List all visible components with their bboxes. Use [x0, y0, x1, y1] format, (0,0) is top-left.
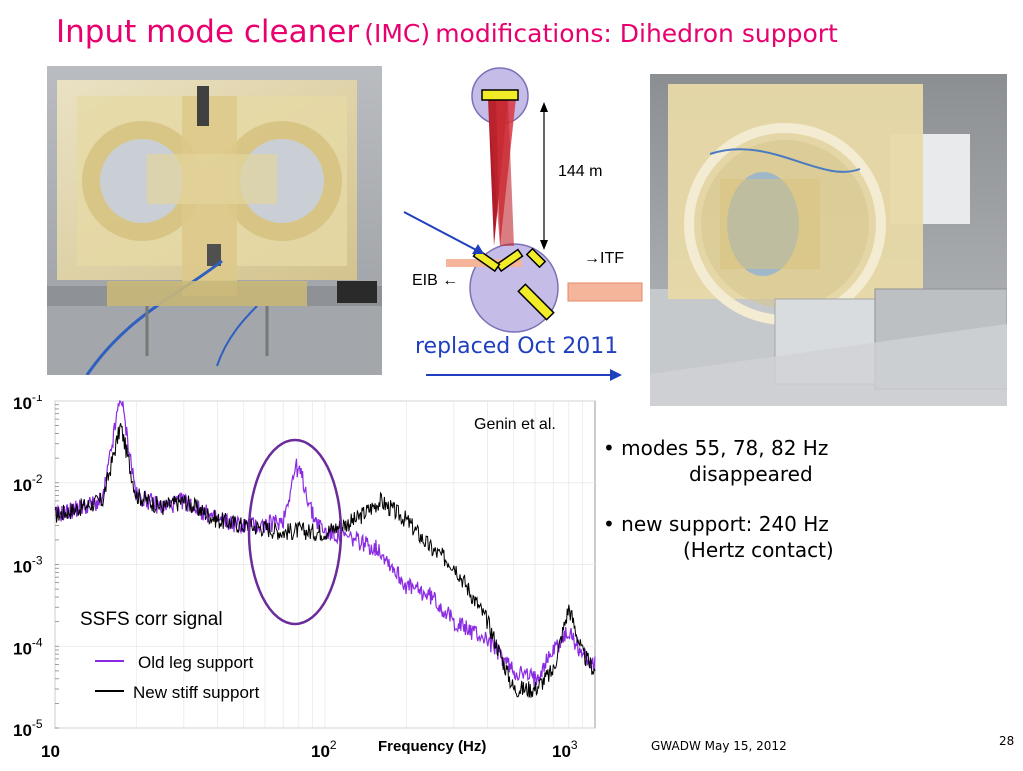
- title-abbr: (IMC): [364, 19, 431, 48]
- replaced-label: replaced Oct 2011: [415, 334, 619, 359]
- bullet-2-line1: • new support: 240 Hz: [603, 512, 829, 536]
- signal-label: SSFS corr signal: [80, 609, 223, 630]
- bullet-1-line2: disappeared: [689, 462, 813, 486]
- length-label: 144 m: [558, 163, 602, 180]
- x-tick-label: 103: [552, 738, 578, 761]
- slide-title: Input mode cleaner (IMC) modifications: …: [56, 14, 838, 50]
- y-tick-label: 10-2: [13, 472, 43, 495]
- bullet-2-line2: (Hertz contact): [683, 538, 834, 562]
- photo-old-support: [47, 66, 382, 375]
- bullet-2: • new support: 240 Hz (Hertz contact): [603, 511, 834, 563]
- cavity-diagram: 144 m →ITF EIB ←: [396, 66, 646, 336]
- photo-new-support: [650, 74, 1007, 406]
- y-tick-label: 10-3: [13, 554, 43, 577]
- replacement-arrow: [426, 366, 626, 382]
- title-rest: modifications: Dihedron support: [435, 19, 838, 48]
- y-tick-label: 10-5: [13, 717, 43, 740]
- mode-highlight-ellipse: [247, 438, 343, 626]
- footer-date: GWADW May 15, 2012: [651, 739, 787, 753]
- y-tick-label: 10-4: [13, 635, 43, 658]
- itf-label: →ITF: [584, 250, 624, 267]
- x-axis-label: Frequency (Hz): [378, 738, 486, 755]
- title-main: Input mode cleaner: [56, 14, 360, 50]
- x-tick-label: 10: [41, 742, 60, 761]
- footer-page-number: 28: [999, 734, 1015, 748]
- legend-label-old: Old leg support: [138, 653, 254, 672]
- eib-label: EIB ←: [412, 272, 458, 289]
- y-tick-label: 10-1: [13, 395, 43, 413]
- series-new-stiff-support: [54, 423, 596, 698]
- legend-label-new: New stiff support: [133, 683, 260, 702]
- bullet-1: • modes 55, 78, 82 Hz disappeared: [603, 435, 828, 487]
- plot-annotation: Genin et al.: [474, 416, 556, 433]
- x-tick-label: 102: [311, 738, 337, 761]
- spectrum-plot: 10-1 10-2 10-3 10-4 10-5 10 102 103 Genin et a…: [0, 390, 610, 767]
- bullet-1-line1: • modes 55, 78, 82 Hz: [603, 436, 829, 460]
